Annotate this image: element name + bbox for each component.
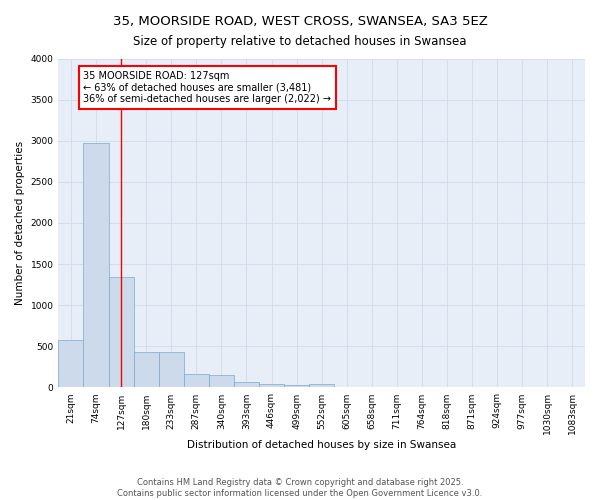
- Bar: [259, 384, 284, 388]
- Bar: [309, 384, 334, 388]
- Bar: [159, 352, 184, 388]
- Text: Contains HM Land Registry data © Crown copyright and database right 2025.
Contai: Contains HM Land Registry data © Crown c…: [118, 478, 482, 498]
- Bar: [134, 352, 159, 388]
- Text: Size of property relative to detached houses in Swansea: Size of property relative to detached ho…: [133, 35, 467, 48]
- Bar: [234, 382, 259, 388]
- Bar: [83, 143, 109, 388]
- Text: 35, MOORSIDE ROAD, WEST CROSS, SWANSEA, SA3 5EZ: 35, MOORSIDE ROAD, WEST CROSS, SWANSEA, …: [113, 15, 487, 28]
- Bar: [209, 374, 234, 388]
- Bar: [109, 278, 134, 388]
- X-axis label: Distribution of detached houses by size in Swansea: Distribution of detached houses by size …: [187, 440, 457, 450]
- Bar: [58, 340, 83, 388]
- Bar: [284, 384, 309, 388]
- Bar: [184, 374, 209, 388]
- Text: 35 MOORSIDE ROAD: 127sqm
← 63% of detached houses are smaller (3,481)
36% of sem: 35 MOORSIDE ROAD: 127sqm ← 63% of detach…: [83, 71, 331, 104]
- Y-axis label: Number of detached properties: Number of detached properties: [15, 141, 25, 305]
